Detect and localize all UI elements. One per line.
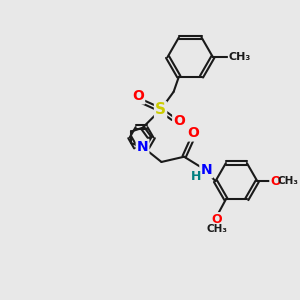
Text: CH₃: CH₃ — [207, 224, 228, 235]
Text: O: O — [270, 175, 281, 188]
Text: CH₃: CH₃ — [229, 52, 251, 62]
Text: H: H — [190, 170, 201, 183]
Text: O: O — [211, 213, 222, 226]
Text: O: O — [188, 127, 200, 140]
Text: CH₃: CH₃ — [278, 176, 298, 186]
Text: O: O — [173, 114, 185, 128]
Text: N: N — [137, 140, 148, 154]
Text: S: S — [155, 102, 166, 117]
Text: N: N — [200, 164, 212, 177]
Text: O: O — [132, 89, 144, 103]
